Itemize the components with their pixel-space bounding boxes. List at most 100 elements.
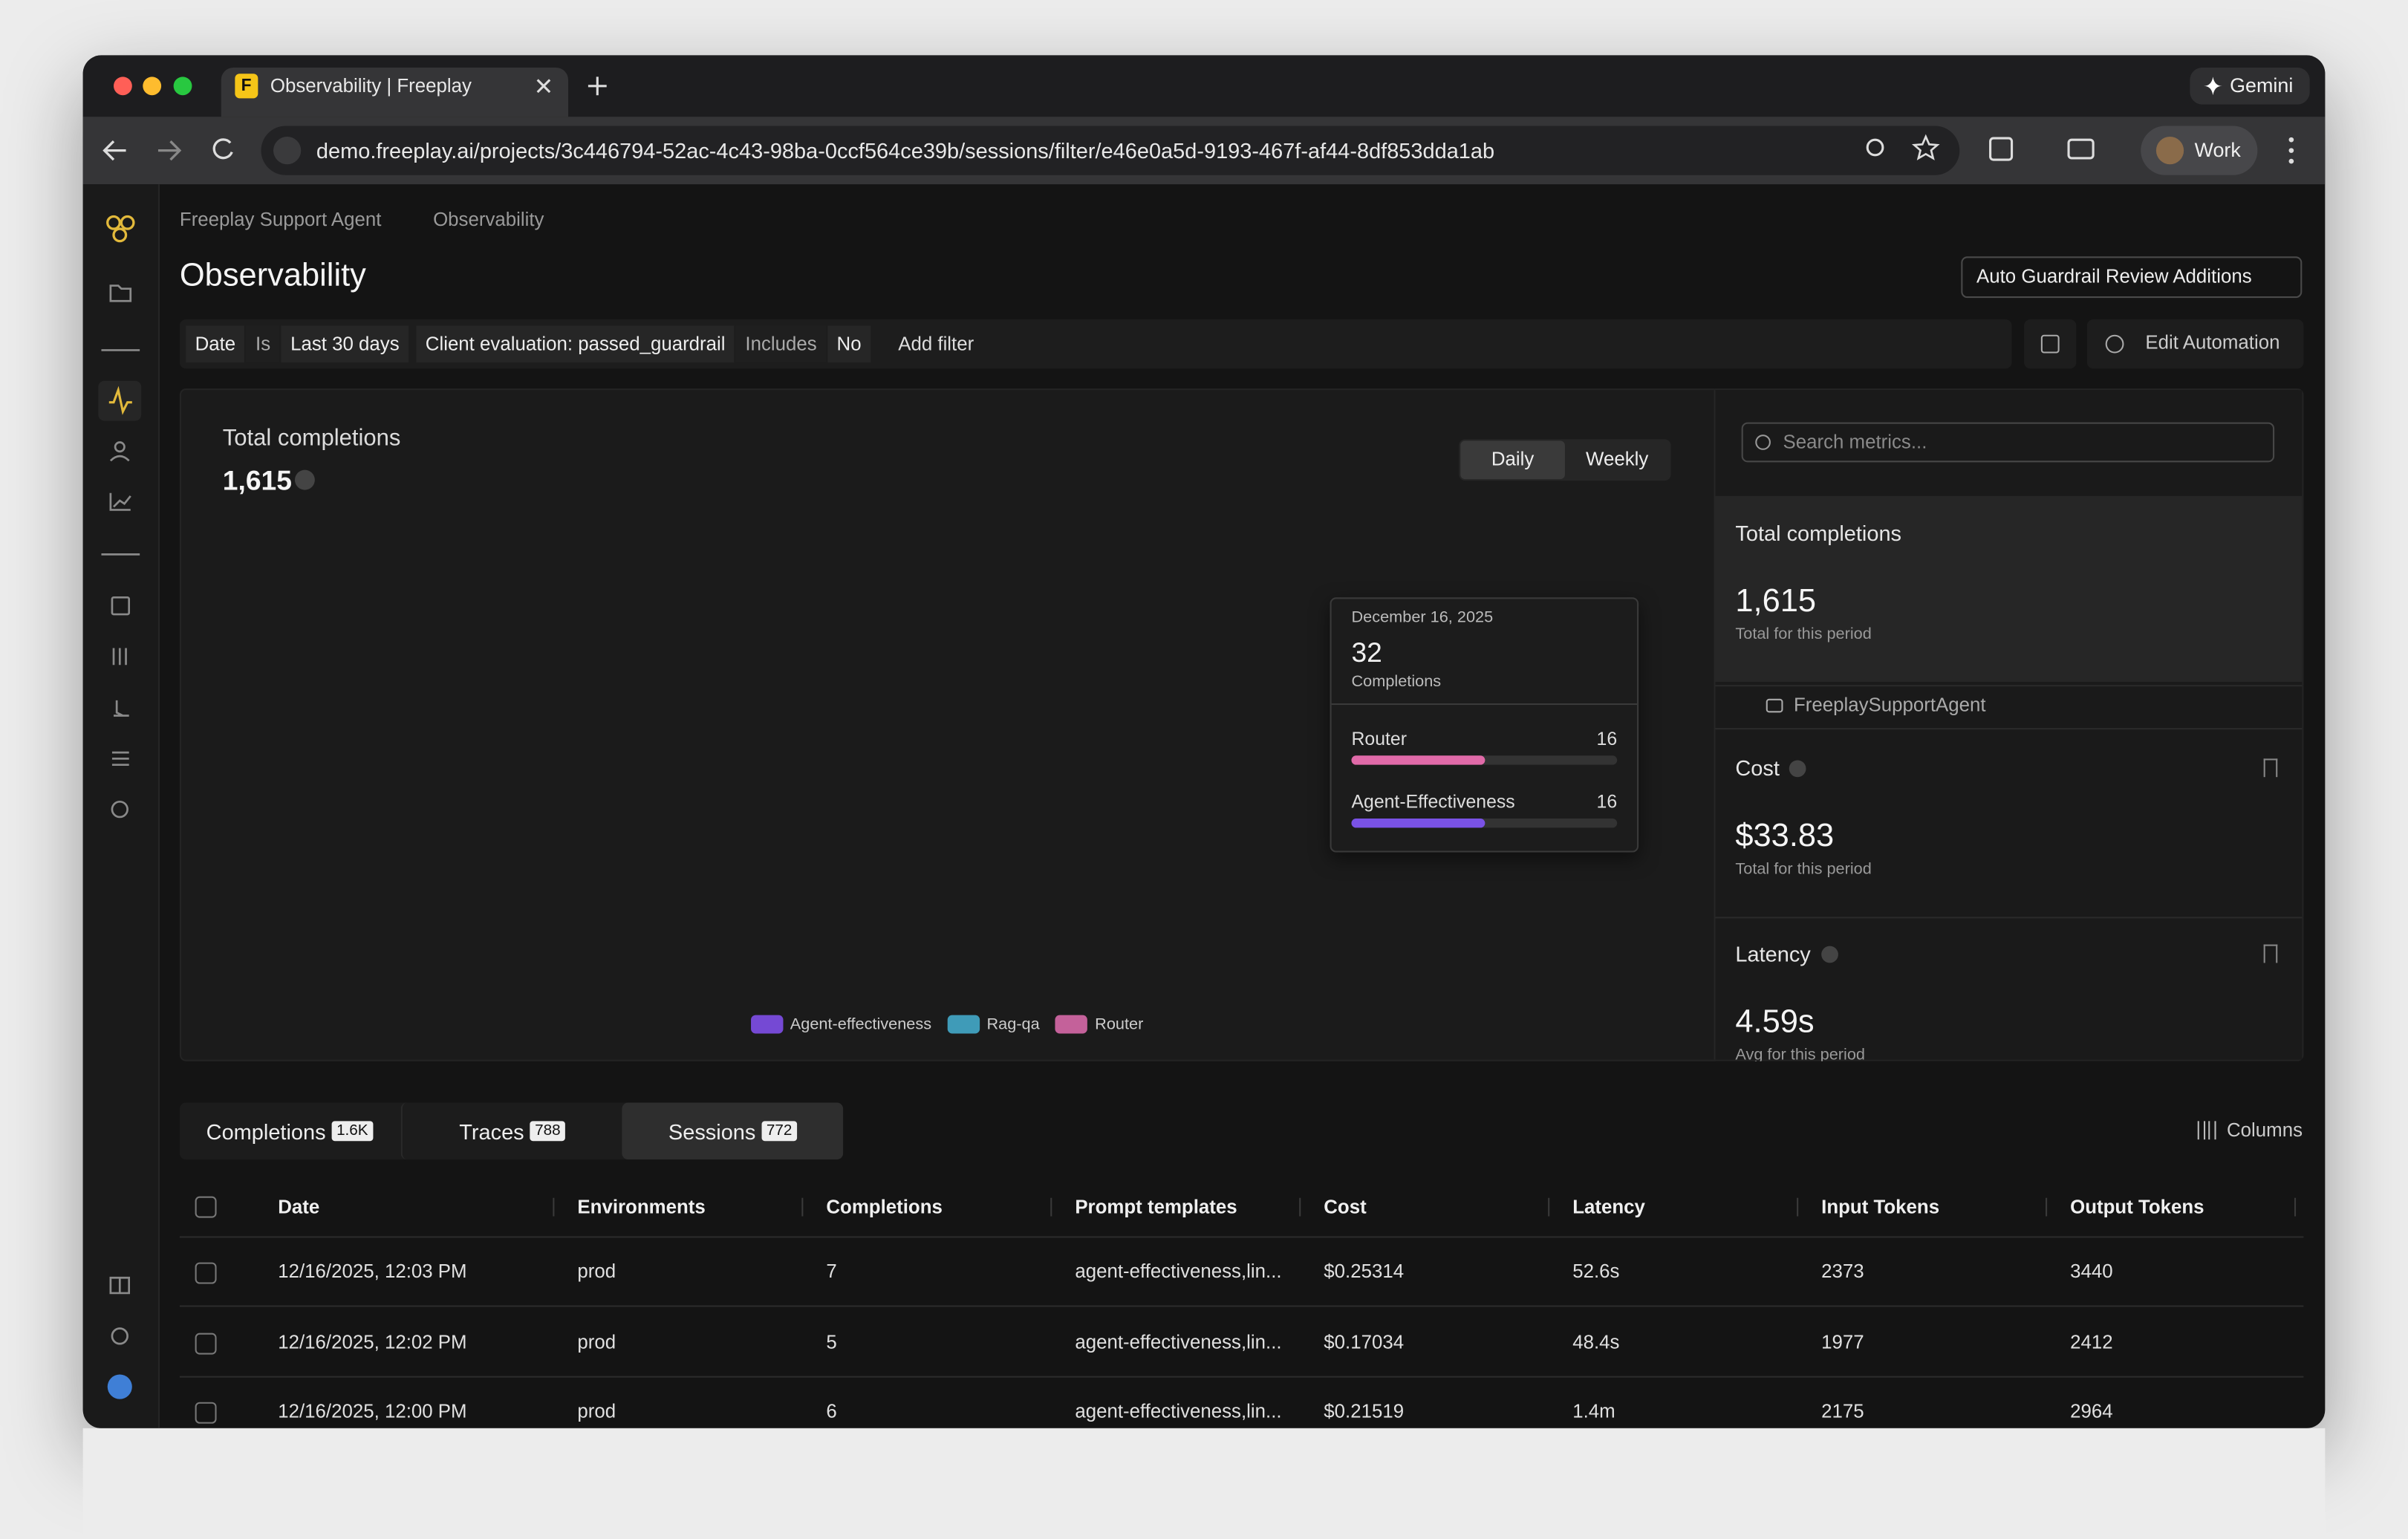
tooltip-date: December 16, 2025 xyxy=(1351,608,1494,627)
search-placeholder: Search metrics... xyxy=(1783,431,1927,453)
projects-icon[interactable] xyxy=(109,284,132,302)
forward-icon[interactable] xyxy=(157,140,182,161)
tab-close-icon[interactable] xyxy=(536,79,551,94)
toggle-option[interactable]: Daily xyxy=(1460,440,1565,480)
metrics-icon[interactable] xyxy=(109,492,131,511)
help-icon xyxy=(294,469,315,490)
save-button[interactable] xyxy=(2024,319,2077,369)
metric-value: 1,615 xyxy=(1735,583,1817,619)
docs-icon[interactable] xyxy=(109,1276,131,1295)
legend-label: Agent-effectiveness xyxy=(790,1015,932,1034)
column-header[interactable]: Output Tokens xyxy=(2070,1196,2204,1218)
table-cell[interactable]: 12/16/2025, 12:00 PM xyxy=(278,1400,467,1422)
app-logo[interactable] xyxy=(106,215,135,243)
prompts-icon[interactable] xyxy=(111,596,131,616)
column-header[interactable]: Latency xyxy=(1572,1196,1645,1218)
site-info-icon[interactable] xyxy=(273,137,302,165)
column-header[interactable]: Completions xyxy=(826,1196,943,1218)
filters: Date Is Last 30 days Client evaluation: pas… xyxy=(186,325,974,362)
column-header[interactable]: Date xyxy=(278,1196,320,1218)
add-filter[interactable]: Add filter xyxy=(878,325,974,362)
tab-label: Sessions xyxy=(668,1119,756,1144)
settings-icon[interactable] xyxy=(111,800,128,819)
extensions-icon[interactable] xyxy=(1989,137,2014,161)
columns-icon xyxy=(2197,1121,2216,1140)
zoom-dot[interactable] xyxy=(173,77,192,96)
table-cell: $0.25314 xyxy=(1324,1260,1405,1283)
filter-part: Last 30 days xyxy=(281,325,409,362)
avatar xyxy=(2155,137,2184,165)
legend-item[interactable]: Rag-qa xyxy=(946,1010,1040,1038)
url-field[interactable] xyxy=(261,126,1960,175)
column-header[interactable]: Cost xyxy=(1324,1196,1367,1218)
toggle-option[interactable]: Weekly xyxy=(1586,448,1649,470)
tooltip-row-name: Agent-Effectiveness xyxy=(1351,790,1515,813)
panel-divider xyxy=(1715,728,2303,730)
table-cell: 2412 xyxy=(2070,1330,2113,1353)
cast-icon[interactable] xyxy=(2067,138,2095,160)
table-tab[interactable]: Traces 788 xyxy=(400,1102,622,1160)
row-checkbox[interactable] xyxy=(195,1262,217,1284)
tooltip-row-name: Router xyxy=(1351,728,1407,749)
observability-icon xyxy=(108,385,132,415)
account-settings-icon[interactable] xyxy=(111,1327,128,1345)
legend-item[interactable]: Agent-effectiveness xyxy=(750,1010,931,1038)
table-cell[interactable]: 12/16/2025, 12:02 PM xyxy=(278,1330,467,1353)
metric-title: Latency xyxy=(1735,941,1811,966)
panel-divider xyxy=(1715,917,2303,919)
filter-part: Is xyxy=(246,325,280,362)
users-icon[interactable] xyxy=(114,441,126,453)
evals-icon[interactable] xyxy=(112,648,127,666)
table-cell: agent-effectiveness,lin... xyxy=(1075,1400,1282,1422)
legend-item[interactable]: Router xyxy=(1055,1010,1143,1038)
row-checkbox[interactable] xyxy=(195,1332,217,1354)
close-dot[interactable] xyxy=(114,77,132,96)
active-tab[interactable] xyxy=(221,67,569,117)
legend-swatch xyxy=(750,1015,783,1034)
breadcrumb[interactable]: Freeplay Support Agent xyxy=(179,209,382,231)
column-header[interactable]: Prompt templates xyxy=(1075,1196,1237,1218)
org-avatar[interactable] xyxy=(107,1374,132,1399)
table-cell: $0.17034 xyxy=(1324,1330,1405,1353)
search-input[interactable] xyxy=(1741,422,2275,463)
bookmark-icon[interactable] xyxy=(2263,944,2278,963)
add-filter-label: Add filter xyxy=(898,333,974,355)
tooltip-row-value: 16 xyxy=(1596,790,1618,813)
reload-icon[interactable] xyxy=(212,138,233,160)
tooltip-divider xyxy=(1331,703,1638,706)
column-separator xyxy=(2294,1197,2297,1217)
url[interactable]: demo.freeplay.ai/projects/3c446794-52ac-… xyxy=(316,138,1495,163)
table-cell[interactable]: 12/16/2025, 12:03 PM xyxy=(278,1260,467,1283)
columns-button[interactable]: Columns xyxy=(2227,1119,2303,1142)
column-separator xyxy=(1548,1197,1550,1217)
back-icon[interactable] xyxy=(102,140,126,161)
metric-sub: Total for this period xyxy=(1735,625,1872,644)
row-checkbox[interactable] xyxy=(195,1402,217,1424)
new-tab-icon[interactable] xyxy=(588,77,607,96)
gemini-button[interactable] xyxy=(2190,67,2310,105)
table-cell: 5 xyxy=(826,1330,837,1353)
bookmark-icon[interactable] xyxy=(2263,758,2278,778)
minimize-dot[interactable] xyxy=(143,77,162,96)
gemini-label[interactable]: Gemini xyxy=(2230,74,2294,97)
filter-part: Client evaluation: passed_guardrail xyxy=(416,325,735,362)
metric-sub: Total for this period xyxy=(1735,859,1872,879)
tab-count: 788 xyxy=(530,1121,565,1142)
header-checkbox[interactable] xyxy=(195,1196,217,1218)
profile-name[interactable]: Work xyxy=(2194,138,2241,162)
zoom-icon[interactable] xyxy=(1866,138,1884,157)
page-title: Observability xyxy=(179,258,366,293)
filter-chip[interactable]: Client evaluation: passed_guardrail Inclu… xyxy=(416,325,872,362)
table-tab[interactable]: Sessions 772 xyxy=(622,1102,844,1160)
menu-dot[interactable] xyxy=(2288,137,2294,143)
automation-select[interactable] xyxy=(1961,256,2303,299)
legend-swatch xyxy=(946,1015,980,1034)
datasets-icon[interactable] xyxy=(111,751,129,767)
tests-icon[interactable] xyxy=(114,700,129,717)
table-tab[interactable]: Completions 1.6K xyxy=(180,1103,400,1160)
column-header[interactable]: Environments xyxy=(577,1196,706,1218)
column-header[interactable]: Input Tokens xyxy=(1821,1196,1940,1218)
filter-chip[interactable]: Date Is Last 30 days xyxy=(186,325,410,362)
bookmark-star[interactable] xyxy=(1911,134,1940,160)
